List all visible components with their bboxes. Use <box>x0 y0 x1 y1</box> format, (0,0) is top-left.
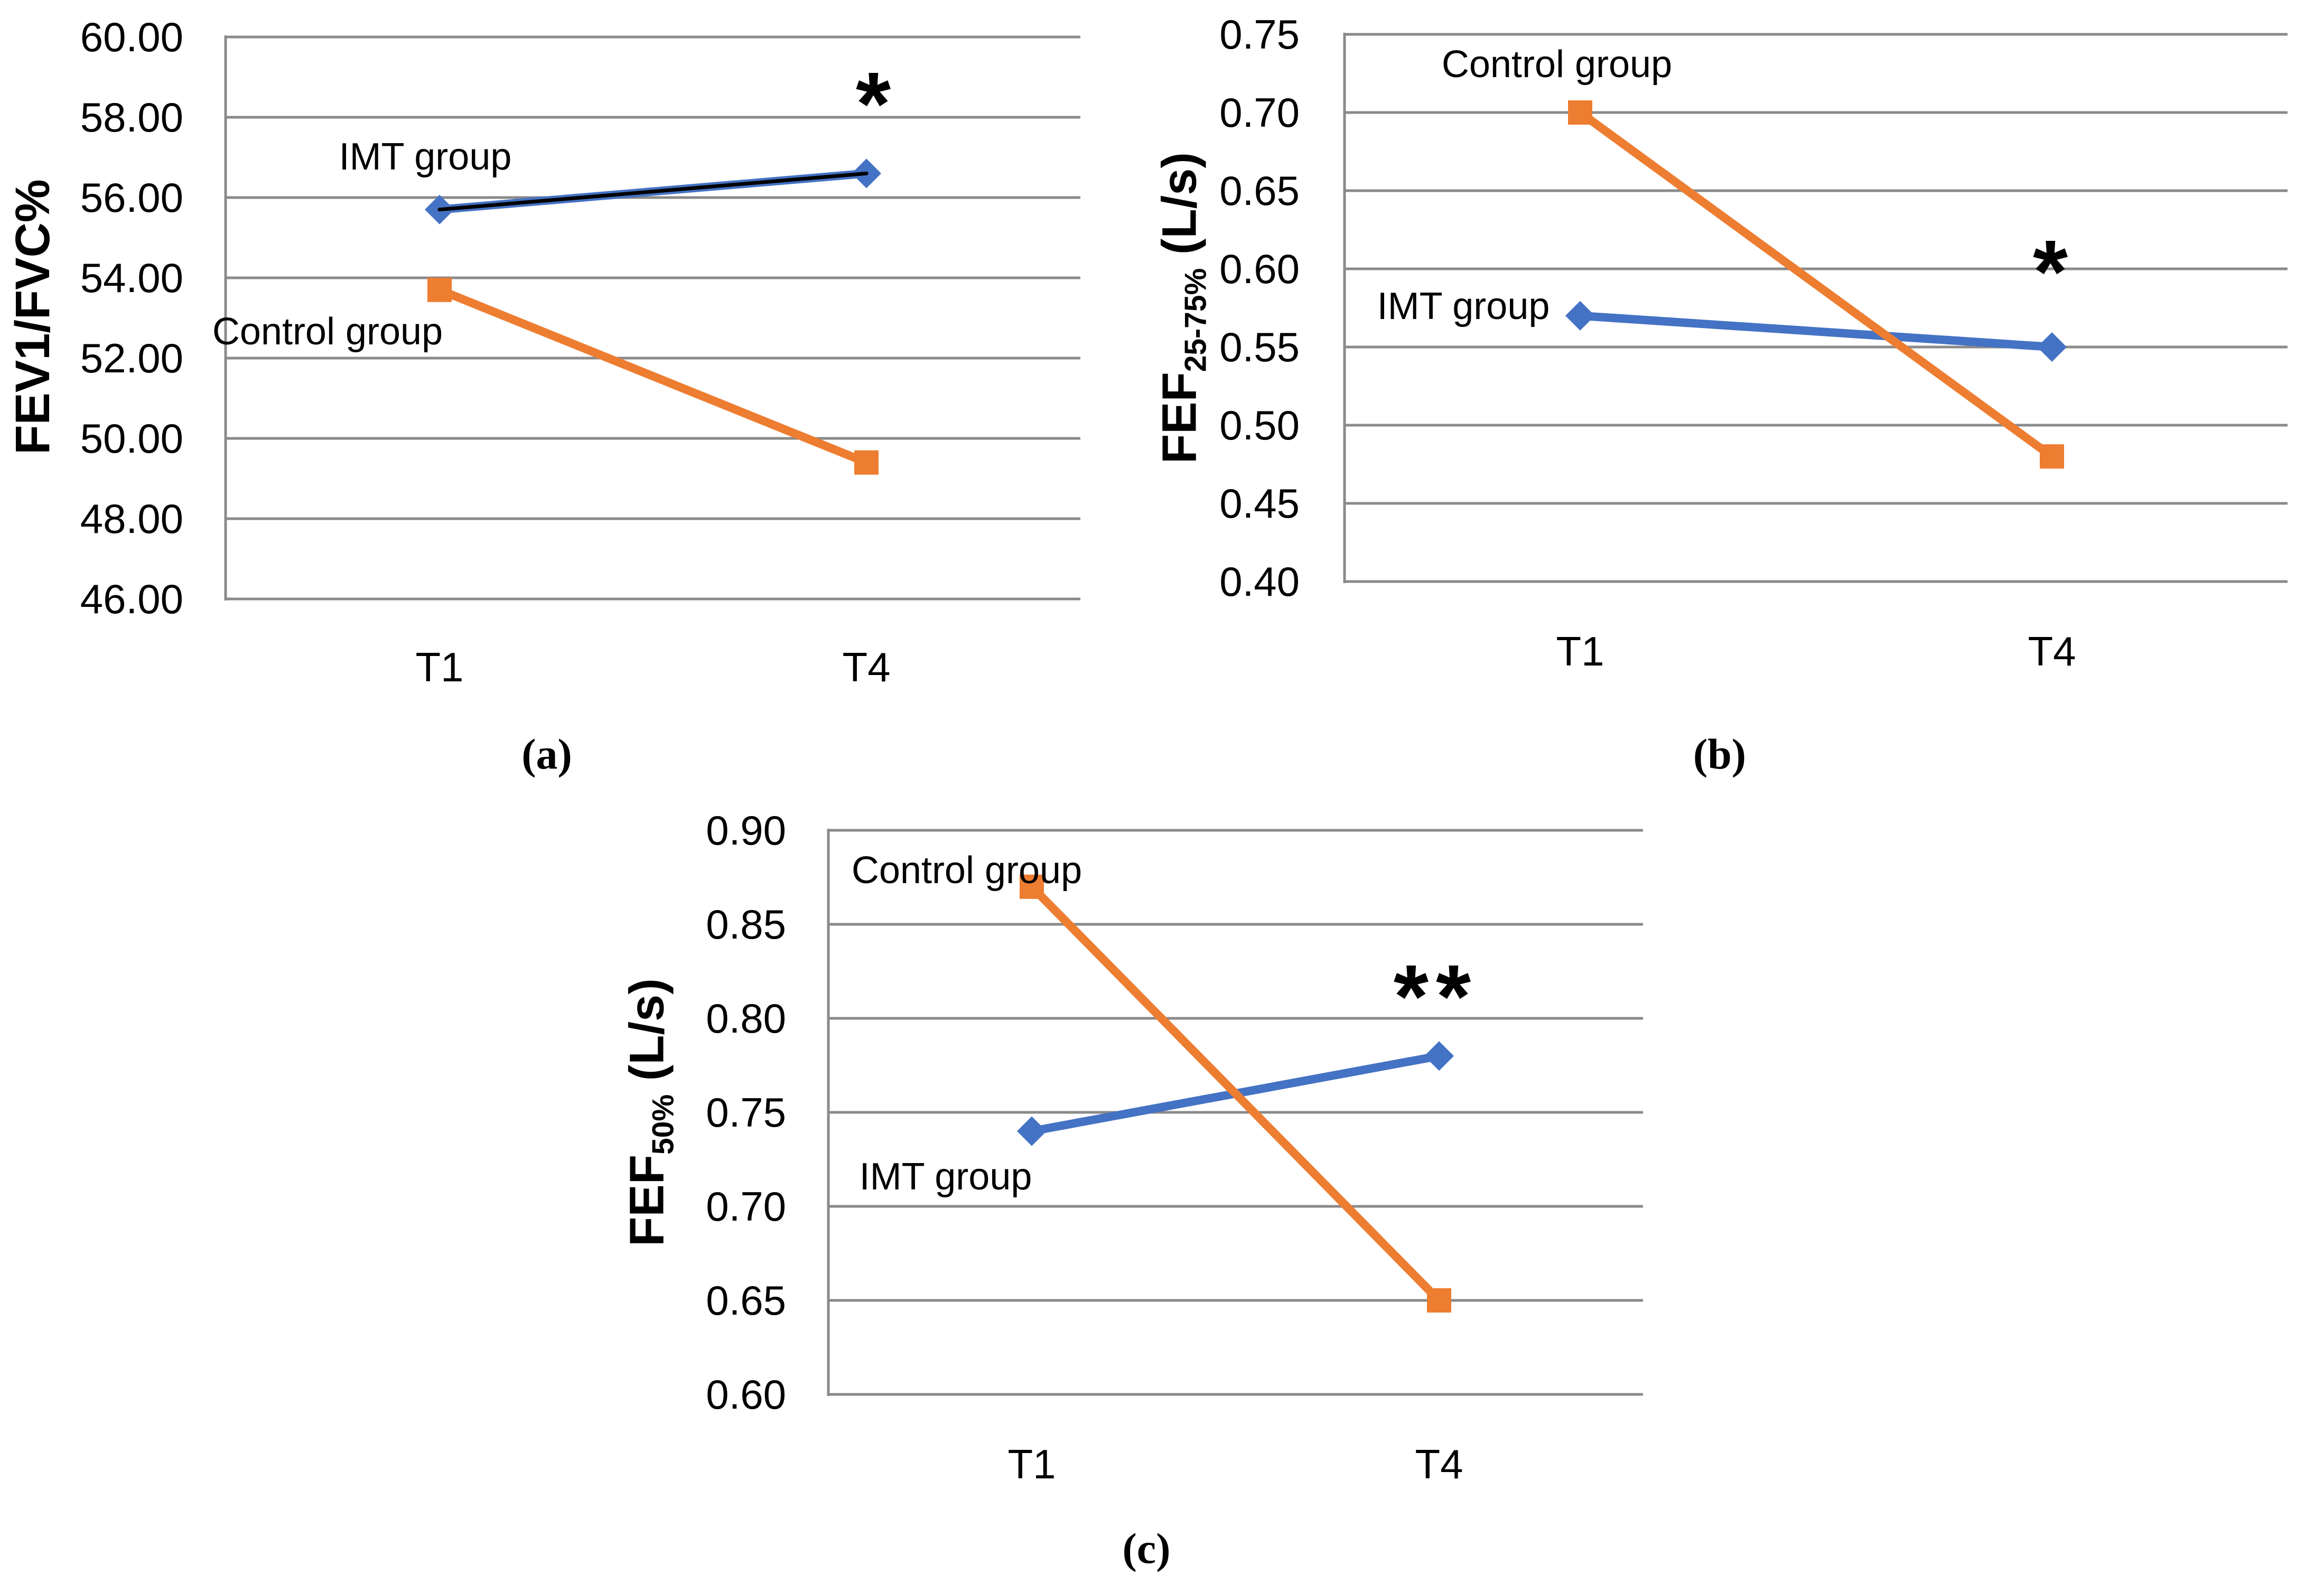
chart-b-series-label-imt: IMT group <box>1377 285 1550 327</box>
chart-b-y-tick-label: 0.50 <box>1219 402 1300 448</box>
chart-a-y-tick-label: 52.00 <box>80 335 183 381</box>
chart-b-y-axis-title-part: FEF <box>1152 372 1207 464</box>
chart-b-diamond-marker-T1 <box>1565 301 1595 331</box>
chart-c-y-tick-label: 0.70 <box>706 1183 786 1230</box>
chart-c-square-marker-T4 <box>1427 1288 1451 1313</box>
chart-c-x-tick-label-t1: T1 <box>1007 1441 1056 1487</box>
chart-b-diamond-marker-T4 <box>2037 332 2067 362</box>
chart-a-square-marker-T1 <box>427 277 452 302</box>
chart-b-series-line-imt <box>1576 311 2056 351</box>
chart-b-y-axis-title: FEF25-75% (L/s) <box>1152 152 1220 464</box>
chart-a-significance-marker: * <box>855 54 899 154</box>
chart-b-y-axis-title-part: 25-75% <box>1179 268 1213 372</box>
chart-a-y-tick-label: 48.00 <box>80 495 183 542</box>
chart-a-y-axis-title: FEV1/FVC% <box>6 179 60 455</box>
chart-a-y-tick-label: 60.00 <box>80 14 183 60</box>
chart-a-y-tick-label: 54.00 <box>80 255 183 301</box>
chart-c-y-tick-label: 0.75 <box>706 1089 786 1136</box>
chart-b-y-tick-label: 0.40 <box>1219 558 1300 605</box>
chart-b-y-tick-label: 0.65 <box>1219 167 1300 214</box>
chart-c-y-axis-title: FEF50% (L/s) <box>620 978 687 1247</box>
chart-c-series-label-control: Control group <box>851 849 1082 892</box>
chart-b-y-tick-label: 0.70 <box>1219 89 1300 136</box>
chart-b-series-label-control: Control group <box>1441 43 1673 86</box>
chart-c-x-tick-label-t4: T4 <box>1415 1441 1463 1487</box>
chart-c-diamond-marker-T1 <box>1017 1116 1047 1146</box>
chart-b-significance-marker: * <box>2032 222 2076 322</box>
chart-b-series-line-control <box>1576 108 2056 461</box>
chart-a-y-tick-label: 56.00 <box>80 174 183 221</box>
chart-a-y-tick-label: 58.00 <box>80 94 183 140</box>
chart-b-y-tick-label: 0.45 <box>1219 480 1300 527</box>
chart-c-series-line-control <box>1028 882 1443 1305</box>
chart-b-x-tick-label-t4: T4 <box>2028 628 2076 674</box>
chart-a-y-tick-label: 50.00 <box>80 415 183 462</box>
chart-a-x-tick-label-t4: T4 <box>842 644 891 690</box>
chart-c-panel-caption: (c) <box>1122 1524 1171 1572</box>
chart-c-significance-marker: ** <box>1393 947 1479 1047</box>
chart-b-square-marker-T1 <box>1568 100 1592 125</box>
chart-b-panel-caption: (b) <box>1693 730 1747 778</box>
chart-b-y-tick-label: 0.55 <box>1219 324 1300 370</box>
chart-a-panel-caption: (a) <box>521 730 572 778</box>
chart-c-y-tick-label: 0.60 <box>706 1371 786 1418</box>
chart-c-y-axis-title-part: FEF <box>620 1155 674 1247</box>
chart-c-y-tick-label: 0.85 <box>706 901 786 948</box>
chart-b-square-marker-T4 <box>2040 444 2064 469</box>
chart-c-series-label-imt: IMT group <box>859 1156 1032 1198</box>
chart-a-y-tick-label: 46.00 <box>80 576 183 622</box>
chart-b-x-tick-label-t1: T1 <box>1556 628 1604 674</box>
chart-c-square-marker-T1 <box>1020 874 1044 899</box>
chart-a-trend-line <box>437 171 869 212</box>
chart-c-y-tick-label: 0.65 <box>706 1277 786 1324</box>
chart-b-y-tick-label: 0.75 <box>1219 11 1300 58</box>
chart-a-series-label-imt: IMT group <box>339 136 512 178</box>
chart-a-y-axis-title-part: FEV1/FVC% <box>6 179 60 455</box>
chart-c-diamond-marker-T4 <box>1424 1041 1454 1071</box>
chart-c-y-axis-title-part: 50% <box>646 1094 680 1155</box>
chart-b-y-tick-label: 0.60 <box>1219 246 1300 292</box>
chart-a-square-marker-T4 <box>854 450 879 475</box>
chart-c-y-tick-label: 0.90 <box>706 807 786 854</box>
chart-c-y-tick-label: 0.80 <box>706 995 786 1042</box>
chart-c-y-axis-title-part: (L/s) <box>620 978 674 1094</box>
chart-b-y-axis-title-part: (L/s) <box>1152 152 1207 268</box>
chart-a-series-line-control <box>435 285 871 467</box>
chart-a-series-label-control: Control group <box>212 311 443 353</box>
chart-a-x-tick-label-t1: T1 <box>415 644 464 690</box>
